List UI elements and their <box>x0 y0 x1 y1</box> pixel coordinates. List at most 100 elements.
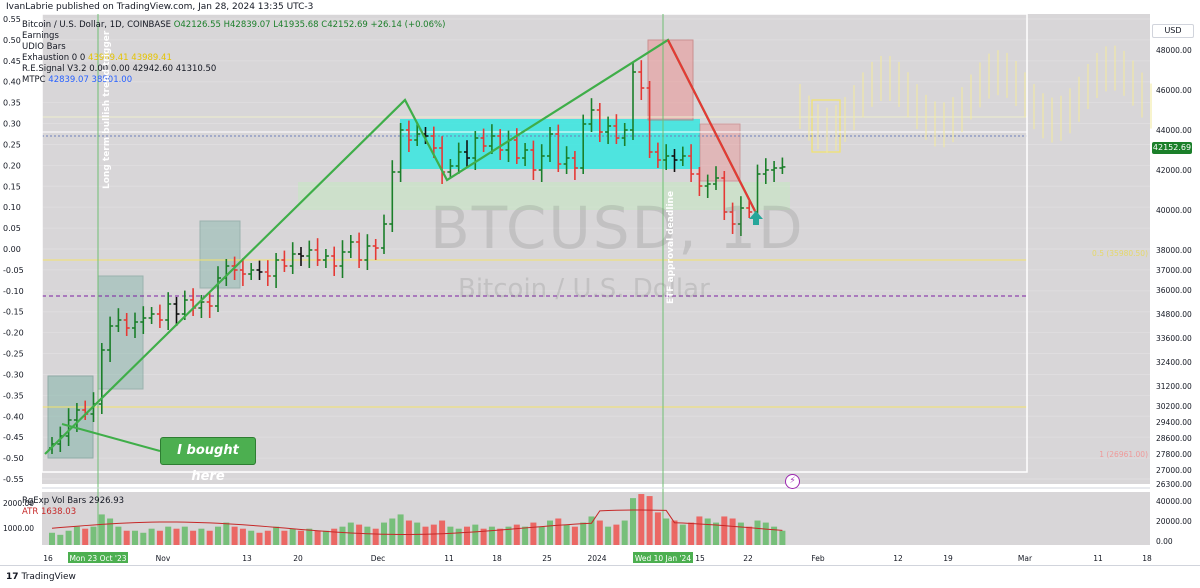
volume-bar <box>239 528 246 545</box>
volume-bar <box>405 520 412 545</box>
volume-bar <box>613 524 620 545</box>
left-axis-tick: 0.45 <box>3 57 21 66</box>
volume-bar <box>389 518 396 545</box>
volume-bar <box>713 522 719 545</box>
volume-bar <box>513 524 520 545</box>
volume-bar <box>173 528 180 545</box>
volume-bar <box>538 526 545 545</box>
projection-box <box>811 99 841 153</box>
left-axis-tick: -0.35 <box>3 391 24 400</box>
volume-bar <box>231 526 238 545</box>
volume-bar <box>505 526 512 545</box>
left-axis-tick: 0.50 <box>3 36 21 45</box>
right-axis-tick: 30200.00 <box>1156 402 1192 411</box>
watermark-symbol: BTCUSD, 1D <box>430 194 805 262</box>
x-axis-tick: Mar <box>1018 554 1033 563</box>
volume-axis-tick: 2000.00 <box>3 499 34 508</box>
volume-bar <box>721 516 728 545</box>
right-axis-tick: 46000.00 <box>1156 86 1192 95</box>
volume-bar <box>223 522 230 545</box>
left-axis-tick: -0.50 <box>3 454 24 463</box>
volume-legend-rgexp[interactable]: RgExp Vol Bars 2926.93 <box>22 496 125 506</box>
right-axis-tick: 42000.00 <box>1156 166 1192 175</box>
down-leg-line <box>667 39 756 212</box>
trend-trigger-label: Long term bullish trend trigger <box>102 30 112 189</box>
volume-legend-atr[interactable]: ATR 1638.03 <box>22 507 77 517</box>
volume-bar <box>90 526 97 545</box>
buy-arrow-icon <box>749 211 763 225</box>
volume-bar <box>123 530 130 545</box>
right-axis-tick: 27800.00 <box>1156 450 1192 459</box>
left-axis-tick: -0.05 <box>3 266 24 275</box>
volume-bar <box>430 524 437 545</box>
left-axis-tick: 0.10 <box>3 203 21 212</box>
chart-area[interactable]: 0.55 0.50 0.45 0.40 0.35 0.30 0.25 0.20 0.15 0.10… <box>0 14 1200 565</box>
volume-bar <box>588 516 595 545</box>
legend-udio[interactable]: UDIO Bars <box>22 42 66 52</box>
right-axis-tick: 37000.00 <box>1156 266 1192 275</box>
legend-exhaustion[interactable]: Exhaustion 0 0 43989.41 43989.41 <box>22 53 172 63</box>
volume-bar <box>688 522 695 545</box>
volume-bar <box>488 526 495 545</box>
volume-right-tick: 20000.00 <box>1156 517 1192 526</box>
distribution-box <box>647 39 694 121</box>
etf-deadline-label: ETF approval deadline <box>666 190 676 304</box>
volume-bar <box>115 526 122 545</box>
legend-mtpc[interactable]: MTPC 42839.07 38501.00 <box>22 75 133 85</box>
volume-bar <box>57 534 64 545</box>
volume-legend: RgExp Vol Bars 2926.93 ATR 1638.03 <box>22 496 124 518</box>
x-axis-highlight <box>68 552 128 563</box>
volume-bar <box>704 518 711 545</box>
x-axis-tick: 22 <box>743 554 753 563</box>
tradingview-brand-label: TradingView <box>21 572 76 582</box>
volume-bar <box>248 530 255 545</box>
volume-bar <box>148 528 155 545</box>
left-axis-tick: 0.15 <box>3 182 21 191</box>
x-axis-tick: 2024 <box>587 554 606 563</box>
price-chart[interactable]: 0.55 0.50 0.45 0.40 0.35 0.30 0.25 0.20 0.15 0.10… <box>0 14 1200 565</box>
volume-bar <box>663 518 670 545</box>
volume-bar <box>306 528 313 545</box>
volume-bar <box>563 524 570 545</box>
legend-symbol[interactable]: Bitcoin / U.S. Dollar, 1D, COINBASE <box>22 20 171 30</box>
left-axis-tick: -0.55 <box>3 475 24 484</box>
volume-bar <box>65 530 72 545</box>
right-axis-tick: 40000.00 <box>1156 206 1192 215</box>
x-axis-tick: 15 <box>695 554 705 563</box>
right-axis-tick: 48000.00 <box>1156 46 1192 55</box>
right-axis-tick: 27000.00 <box>1156 466 1192 475</box>
volume-bar <box>671 520 678 545</box>
volume-bar <box>530 522 537 545</box>
left-axis-tick: -0.25 <box>3 350 24 359</box>
volume-bar <box>206 530 213 545</box>
x-axis-tick: Mon 23 Oct '23 <box>69 554 126 563</box>
volume-bar <box>215 526 221 545</box>
volume-bar <box>82 528 89 545</box>
volume-bar <box>464 526 470 545</box>
volume-bar <box>555 518 562 545</box>
volume-bar <box>696 516 703 545</box>
currency-label[interactable]: USD <box>1152 24 1194 38</box>
x-axis-tick: 11 <box>1093 554 1103 563</box>
x-axis-tick: 18 <box>492 554 502 563</box>
x-axis-tick: 16 <box>43 554 53 563</box>
right-axis-tick: 28600.00 <box>1156 434 1192 443</box>
publisher-header: IvanLabrie published on TradingView.com,… <box>0 0 1200 14</box>
volume-bar <box>107 518 114 545</box>
x-axis-tick: 25 <box>542 554 552 563</box>
volume-right-tick: 40000.00 <box>1156 497 1192 506</box>
right-axis-tick: 38000.00 <box>1156 246 1192 255</box>
x-axis-tick: 13 <box>242 554 252 563</box>
legend-ohlc: O42126.55 H42839.07 L41935.68 C42152.69 … <box>173 20 446 30</box>
volume-bar <box>414 522 421 545</box>
legend-earnings[interactable]: Earnings <box>22 31 59 41</box>
right-axis-tick: 44000.00 <box>1156 126 1192 135</box>
tradingview-brand[interactable]: 17 TradingView <box>6 566 76 588</box>
volume-bar <box>638 494 645 545</box>
right-axis-tick: 32400.00 <box>1156 358 1192 367</box>
legend-resignal[interactable]: R.E.Signal V3.2 0.00 0.00 42942.60 41310… <box>22 64 217 74</box>
volume-bar <box>73 526 80 545</box>
flash-icon[interactable]: ⚡ <box>785 474 800 489</box>
volume-bar <box>190 530 197 545</box>
volume-bar <box>322 530 329 545</box>
